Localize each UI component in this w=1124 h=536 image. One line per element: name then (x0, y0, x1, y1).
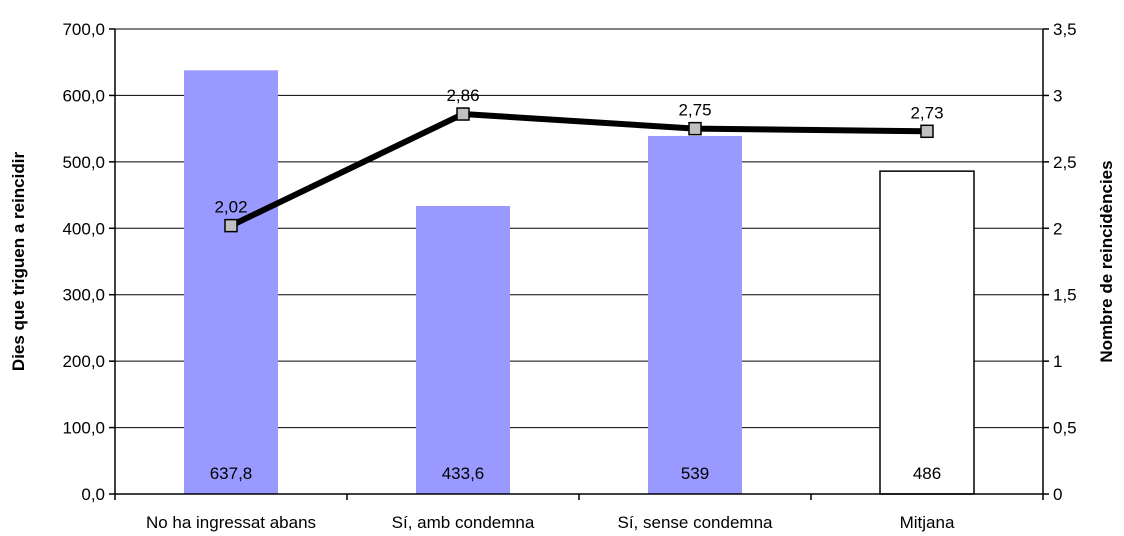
y-tick-label: 600,0 (62, 86, 105, 105)
bar-value-label: 637,8 (210, 464, 253, 483)
y-tick-label: 700,0 (62, 20, 105, 39)
y2-axis-title: Nombre de reincidències (1097, 160, 1116, 362)
bar (184, 70, 278, 494)
y-tick-label: 400,0 (62, 219, 105, 238)
y2-tick-label: 0,5 (1053, 419, 1077, 438)
y2-tick-label: 3,5 (1053, 20, 1077, 39)
bar (648, 135, 742, 494)
x-tick-label: Sí, sense condemna (618, 513, 774, 532)
line-series (224, 107, 934, 233)
y-tick-label: 500,0 (62, 153, 105, 172)
bar (416, 205, 510, 495)
y2-tick-label: 1,5 (1053, 286, 1077, 305)
line-marker (224, 218, 238, 233)
data-labels: 637,8 433,6 539 486 2,02 2,86 2,75 2,73 (210, 86, 944, 483)
bars (184, 70, 975, 495)
bar-value-label: 539 (681, 464, 709, 483)
y2-tick-label: 2 (1053, 219, 1062, 238)
line-marker (688, 121, 702, 136)
line-marker (920, 124, 934, 139)
line-value-label: 2,73 (910, 103, 943, 122)
y-axis-title: Dies que triguen a reincidir (9, 152, 28, 372)
axes: 0,0 100,0 200,0 300,0 400,0 500,0 600,0 700,0 0 0… (62, 20, 1076, 532)
line-value-label: 2,75 (678, 101, 711, 120)
y2-tick-label: 3 (1053, 86, 1062, 105)
bar-value-label: 433,6 (442, 464, 485, 483)
y-tick-label: 100,0 (62, 419, 105, 438)
y-tick-label: 300,0 (62, 286, 105, 305)
x-tick-label: No ha ingressat abans (146, 513, 316, 532)
y2-tick-label: 0 (1053, 485, 1062, 504)
y2-tick-label: 1 (1053, 352, 1062, 371)
x-tick-label: Mitjana (900, 513, 955, 532)
bar-value-label: 486 (913, 464, 941, 483)
y-tick-label: 200,0 (62, 352, 105, 371)
series-line (229, 111, 928, 229)
y-tick-label: 0,0 (81, 485, 105, 504)
line-value-label: 2,86 (446, 86, 479, 105)
bar (879, 170, 975, 495)
y2-tick-label: 2,5 (1053, 153, 1077, 172)
line-marker (456, 107, 470, 121)
line-value-label: 2,02 (214, 198, 247, 217)
x-tick-label: Sí, amb condemna (392, 513, 535, 532)
